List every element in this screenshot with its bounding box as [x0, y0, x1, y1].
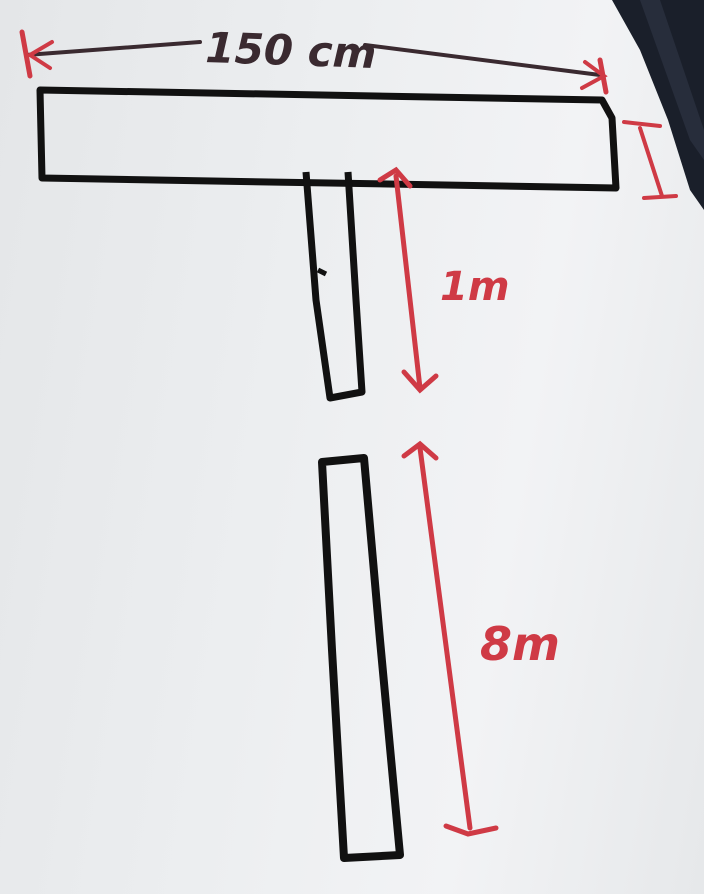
- top-dimension-left-tick: [19, 29, 33, 79]
- upper-stem-nick: [316, 267, 328, 277]
- top-bar: [36, 86, 620, 192]
- lower-dimension-bottom-arrowhead: [443, 823, 499, 837]
- page-edge-highlight: [640, 0, 704, 160]
- upper-stem: [302, 171, 366, 402]
- top-dimension-line-left: [24, 40, 202, 57]
- lower-length-label: 8m: [480, 617, 560, 671]
- gap-dimension-bottom-arrowhead: [401, 369, 439, 394]
- gap-length-label: 1m: [440, 264, 510, 310]
- top-width-label: 150 cm: [205, 23, 378, 78]
- lower-dimension-line: [417, 445, 473, 831]
- top-dimension-left-arrowhead: [26, 40, 54, 70]
- lower-bar: [318, 454, 404, 862]
- bar-thickness-tick-top: [622, 120, 662, 128]
- bar-thickness-arrow: [638, 126, 664, 198]
- gap-dimension-top-arrowhead: [377, 166, 413, 189]
- bar-thickness-tick-bottom: [642, 194, 678, 200]
- lower-dimension-top-arrowhead: [401, 440, 439, 461]
- gap-dimension-line: [393, 173, 423, 391]
- top-dimension-line-right: [363, 43, 602, 77]
- page-edge: [612, 0, 704, 210]
- top-dimension-right-tick: [597, 57, 609, 95]
